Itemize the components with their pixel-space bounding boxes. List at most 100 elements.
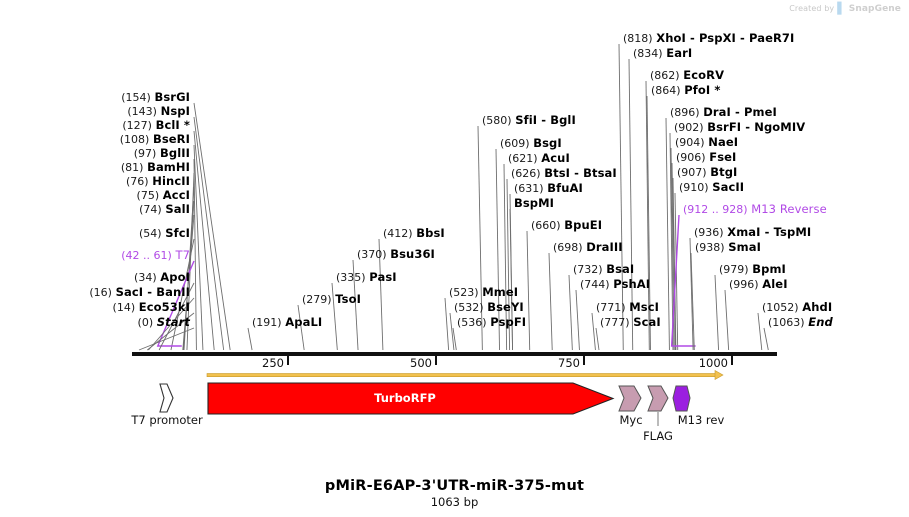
restriction-site-label[interactable]: (771) MscI (596, 301, 659, 314)
snapgene-logo-icon: ▌ (837, 2, 846, 15)
site-name: SmaI (728, 240, 761, 254)
restriction-site-label[interactable]: (609) BsgI (500, 137, 562, 150)
site-name: DraI - PmeI (703, 105, 777, 119)
restriction-site-label[interactable]: (97) BglII (134, 147, 190, 160)
ruler-tick-label: 250 (262, 356, 284, 370)
restriction-site-label[interactable]: (698) DraIII (553, 241, 623, 254)
site-position: (631) (514, 182, 544, 195)
restriction-site-label[interactable]: (936) XmaI - TspMI (694, 226, 811, 239)
feature-t7-promoter[interactable] (159, 383, 174, 413)
restriction-site-label[interactable]: (996) AleI (729, 278, 788, 291)
restriction-site-label[interactable]: (34) ApoI (134, 271, 190, 284)
restriction-site-label[interactable]: (862) EcoRV (650, 69, 724, 82)
restriction-site-label[interactable]: (76) HincII (126, 175, 190, 188)
site-name: BspMI (514, 196, 555, 210)
restriction-site-label[interactable]: (744) PshAI (580, 278, 650, 291)
site-position: (279) (302, 293, 332, 306)
restriction-site-label[interactable]: (81) BamHI (121, 161, 190, 174)
site-leader-line (618, 43, 624, 351)
site-leader-line (714, 274, 720, 351)
site-name: BpmI (752, 262, 786, 276)
restriction-site-label[interactable]: (143) NspI (127, 105, 190, 118)
restriction-site-label[interactable]: (902) BsrFI - NgoMIV (674, 121, 805, 134)
site-name: BclI * (155, 118, 190, 132)
restriction-site-label[interactable]: (279) TsoI (302, 293, 361, 306)
feature-turborfp[interactable] (207, 382, 615, 415)
restriction-site-label[interactable]: (907) BtgI (677, 166, 737, 179)
restriction-site-label[interactable]: (14) Eco53kI (113, 301, 190, 314)
restriction-site-label[interactable]: (54) SfcI (139, 227, 190, 240)
restriction-site-label[interactable]: (532) BseYI (454, 301, 524, 314)
site-name: XmaI - TspMI (727, 225, 812, 239)
site-name: AccI (162, 188, 190, 202)
feature-flag-tag[interactable] (647, 385, 669, 412)
feature-m13-rev[interactable] (672, 385, 691, 412)
restriction-site-label[interactable]: (912 .. 928) M13 Reverse (683, 203, 827, 216)
site-leader-line (378, 238, 384, 351)
restriction-site-label[interactable]: (191) ApaLI (252, 316, 322, 329)
restriction-site-label[interactable]: (938) SmaI (695, 241, 761, 254)
restriction-site-label[interactable]: (864) PfoI * (651, 84, 720, 97)
site-name: End (808, 315, 833, 329)
site-position: (732) (573, 263, 603, 276)
site-leader-line (689, 237, 694, 351)
restriction-site-label[interactable]: (42 .. 61) T7 (121, 249, 190, 262)
restriction-site-label[interactable]: (896) DraI - PmeI (670, 106, 777, 119)
site-name: EarI (666, 46, 693, 60)
site-leader-line (495, 148, 500, 351)
site-position: (912 .. 928) (683, 203, 748, 216)
restriction-site-label[interactable]: (631) BfuAI (514, 182, 583, 195)
site-position: (127) (122, 119, 152, 132)
feature-myc-tag[interactable] (618, 385, 642, 412)
restriction-site-label[interactable]: (1052) AhdI (762, 301, 832, 314)
restriction-site-label[interactable]: (777) ScaI (600, 316, 661, 329)
restriction-site-label[interactable]: (335) PasI (336, 271, 397, 284)
site-name: Start (156, 315, 190, 329)
restriction-site-label[interactable]: (732) BsaI (573, 263, 634, 276)
restriction-site-label[interactable]: (621) AcuI (508, 152, 570, 165)
restriction-site-label[interactable]: (108) BseRI (120, 133, 190, 146)
restriction-site-label[interactable]: (127) BclI * (122, 119, 190, 132)
restriction-site-label[interactable]: (906) FseI (676, 151, 736, 164)
restriction-site-label[interactable]: (16) SacI - BanII (89, 286, 190, 299)
ruler-tick (731, 356, 733, 365)
transcript-arrow[interactable] (206, 369, 724, 381)
feature-label: M13 rev (677, 413, 725, 427)
restriction-site-label[interactable]: (580) SfiI - BglI (482, 114, 576, 127)
site-position: (996) (729, 278, 759, 291)
site-name: T7 (175, 248, 190, 262)
restriction-site-label[interactable]: (75) AccI (137, 189, 190, 202)
plasmid-length: 1063 bp (430, 495, 479, 509)
site-position: (777) (600, 316, 630, 329)
restriction-site-label[interactable]: (154) BsrGI (121, 91, 190, 104)
site-name: BamHI (147, 160, 190, 174)
site-name: BpuEI (564, 218, 603, 232)
restriction-site-label[interactable]: (910) SacII (679, 181, 744, 194)
restriction-site-label[interactable]: (979) BpmI (719, 263, 786, 276)
site-name: PasI (369, 270, 397, 284)
site-name: BsgI (533, 136, 562, 150)
restriction-site-label[interactable]: (74) SalI (139, 203, 190, 216)
restriction-site-label[interactable]: (904) NaeI (675, 136, 738, 149)
ruler-tick (435, 356, 437, 365)
restriction-site-label[interactable]: (412) BbsI (383, 227, 445, 240)
site-position: (896) (670, 106, 700, 119)
site-position: (818) (623, 32, 653, 45)
restriction-site-label[interactable]: (523) MmeI (449, 286, 518, 299)
site-leader-line (444, 297, 450, 351)
restriction-site-label[interactable]: (370) Bsu36I (357, 248, 435, 261)
site-position: (16) (89, 286, 112, 299)
restriction-site-label[interactable]: (834) EarI (633, 47, 692, 60)
site-leader-line (526, 230, 531, 351)
site-position: (0) (137, 316, 154, 329)
restriction-site-label[interactable]: (0) Start (138, 316, 190, 329)
site-leader-line (568, 274, 573, 351)
restriction-site-label[interactable]: (1063) End (768, 316, 833, 329)
restriction-site-label[interactable]: (818) XhoI - PspXI - PaeR7I (623, 32, 794, 45)
restriction-site-label[interactable]: BspMI (514, 197, 554, 209)
restriction-site-label[interactable]: (536) PspFI (457, 316, 526, 329)
restriction-site-label[interactable]: (626) BtsI - BtsaI (511, 167, 617, 180)
restriction-site-label[interactable]: (660) BpuEI (531, 219, 602, 232)
site-position: (938) (695, 241, 725, 254)
site-name: EcoRV (683, 68, 725, 82)
